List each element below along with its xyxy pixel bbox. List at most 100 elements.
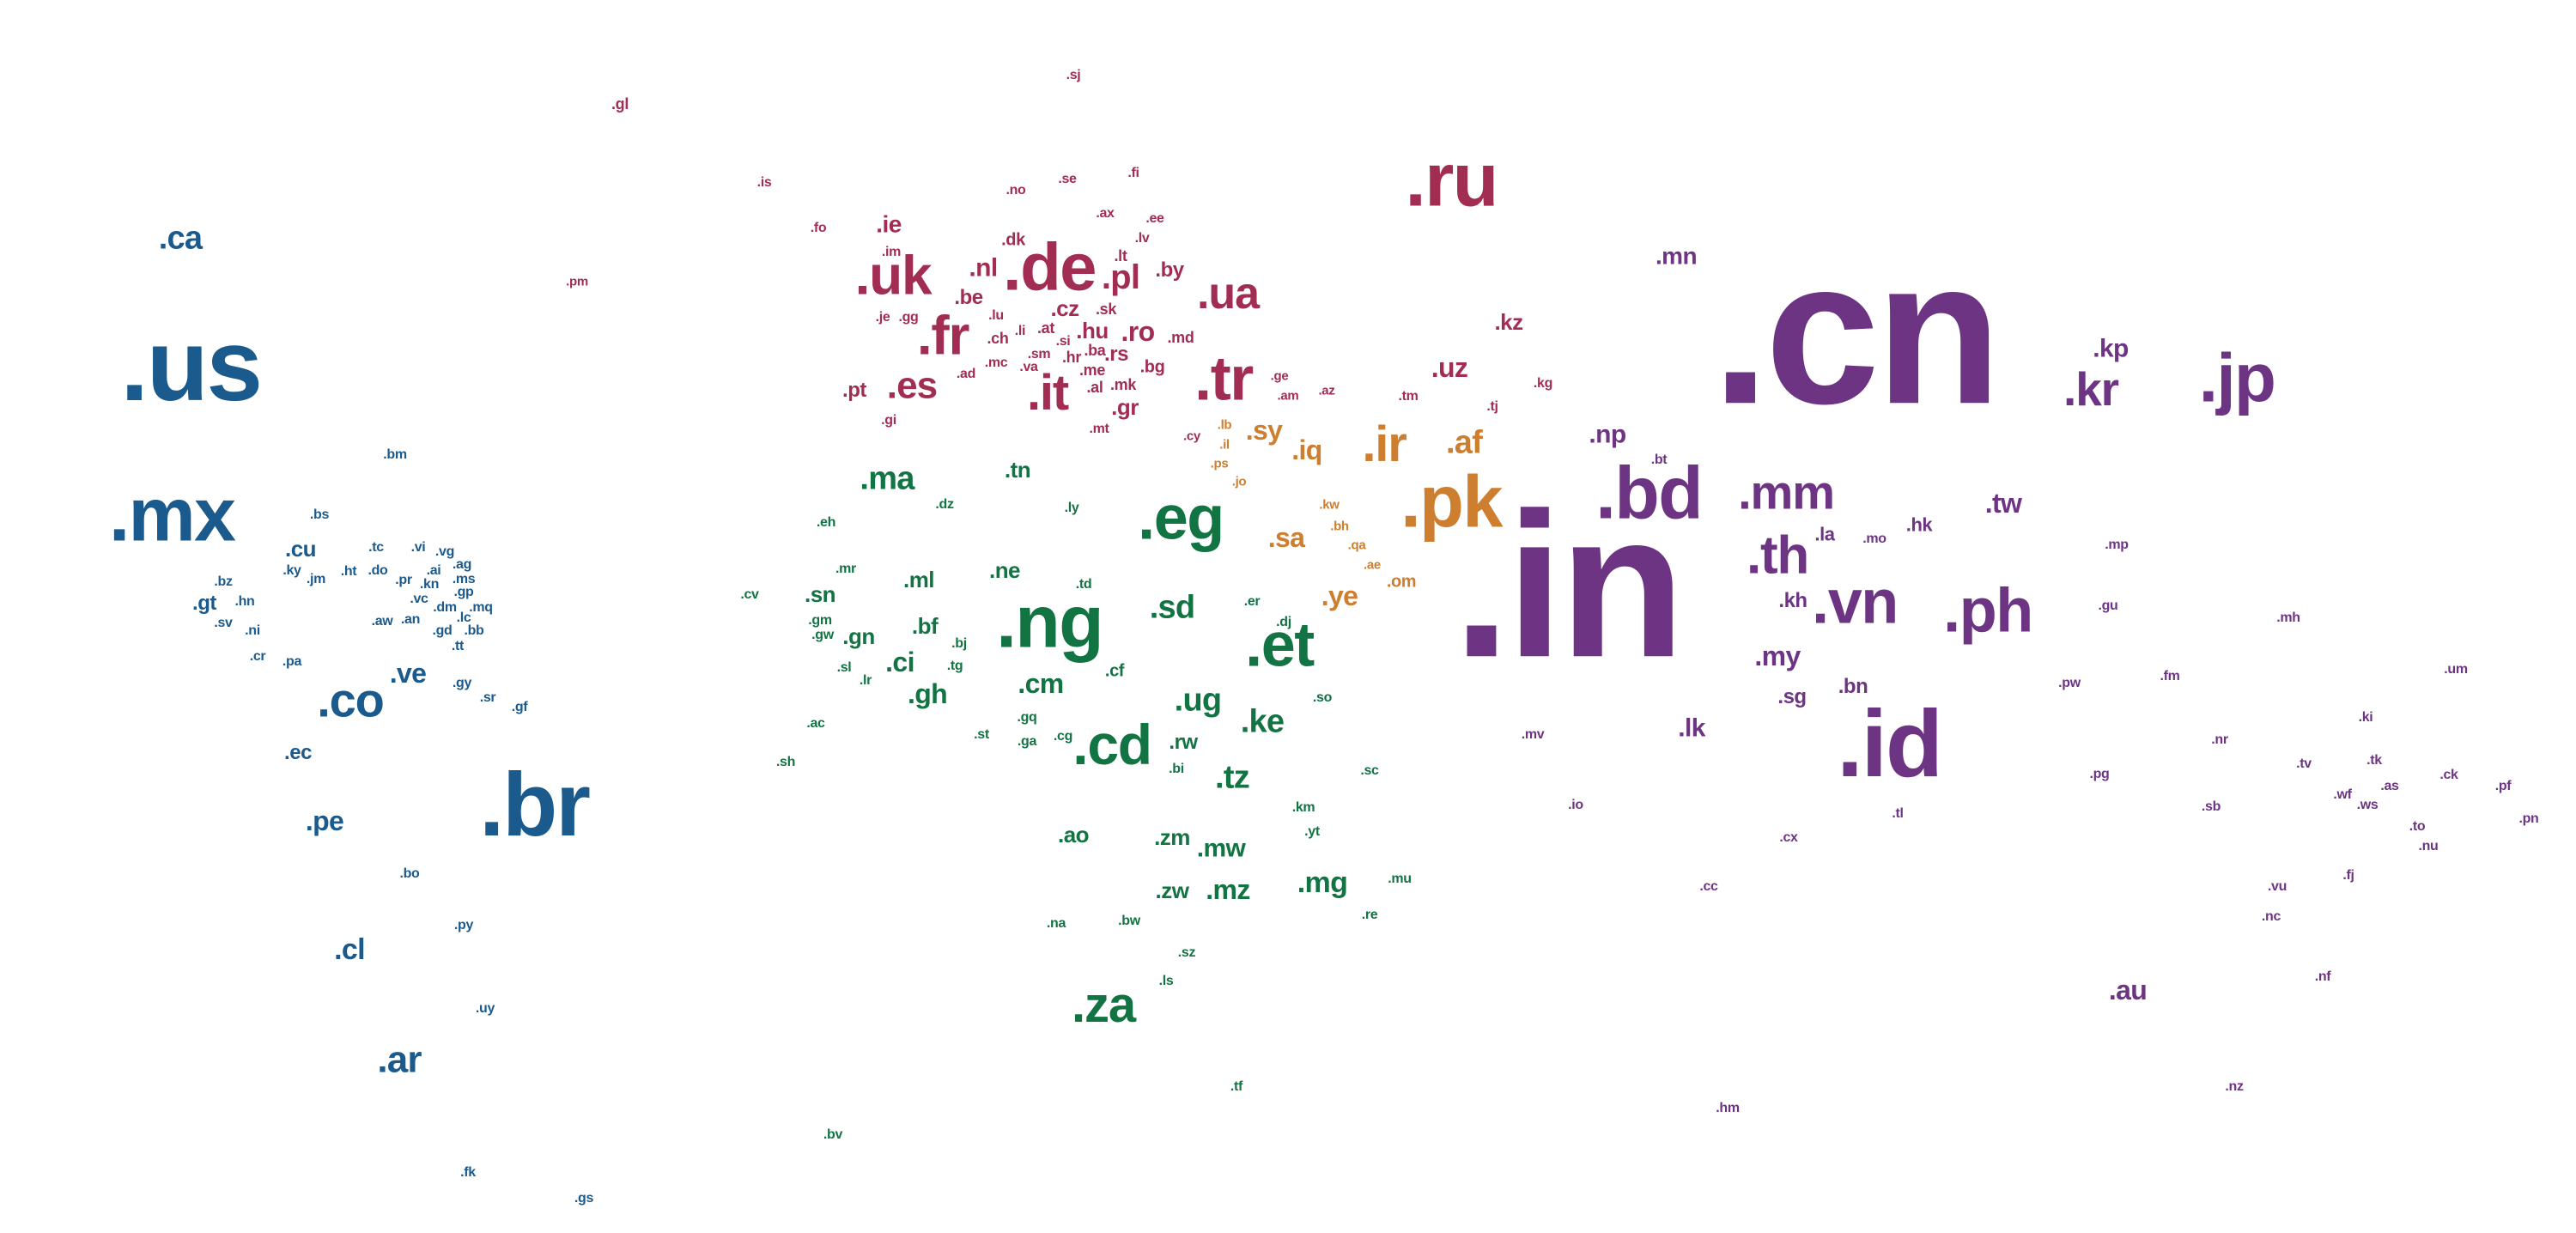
tld-label-ug: .ug xyxy=(1174,682,1222,719)
tld-label-pr: .pr xyxy=(395,573,412,588)
tld-label-gd: .gd xyxy=(432,623,453,639)
tld-label-tl: .tl xyxy=(1892,806,1904,822)
tld-label-la: .la xyxy=(1814,523,1835,545)
tld-label-ni: .ni xyxy=(245,623,260,639)
tld-label-gl: .gl xyxy=(611,94,629,112)
tld-label-cz: .cz xyxy=(1050,295,1079,321)
tld-label-ag: .ag xyxy=(452,557,472,573)
tld-label-ca: .ca xyxy=(158,220,203,257)
tld-label-fj: .fj xyxy=(2342,868,2354,884)
tld-label-mo: .mo xyxy=(1862,531,1886,547)
tld-label-an: .an xyxy=(400,612,421,628)
tld-label-zm: .zm xyxy=(1154,823,1190,850)
tld-label-ba: .ba xyxy=(1084,341,1106,359)
tld-label-ne: .ne xyxy=(988,556,1021,583)
tld-label-yt: .yt xyxy=(1304,824,1320,840)
tld-label-pw: .pw xyxy=(2058,676,2081,691)
tld-label-cf: .cf xyxy=(1104,661,1125,681)
tld-label-re: .re xyxy=(1361,908,1378,923)
tld-label-kh: .kh xyxy=(1778,589,1807,613)
tld-label-pe: .pe xyxy=(305,805,344,837)
tld-label-gt: .gt xyxy=(192,592,216,616)
tld-label-ir: .ir xyxy=(1362,416,1406,473)
tld-label-gs: .gs xyxy=(574,1191,594,1206)
tld-label-st: .st xyxy=(974,727,989,743)
tld-label-km: .km xyxy=(1291,800,1315,816)
tld-label-co: .co xyxy=(317,672,385,727)
tld-label-ac: .ac xyxy=(806,716,825,732)
tld-label-il: .il xyxy=(1219,437,1230,453)
tld-label-hk: .hk xyxy=(1905,513,1933,536)
tld-label-io: .io xyxy=(1568,798,1583,813)
tld-label-ge: .ge xyxy=(1270,368,1289,384)
tld-label-jp: .jp xyxy=(2198,339,2276,416)
tld-label-nl: .nl xyxy=(969,253,998,282)
tld-label-mz: .mz xyxy=(1206,874,1250,906)
tld-label-ae: .ae xyxy=(1364,557,1381,573)
tld-label-tc: .tc xyxy=(368,540,384,556)
tld-label-um: .um xyxy=(2444,662,2468,677)
tld-label-gm: .gm xyxy=(808,613,832,629)
tld-label-bi: .bi xyxy=(1169,762,1184,777)
tld-label-ht: .ht xyxy=(340,564,357,580)
tld-label-al: .al xyxy=(1086,378,1103,396)
tld-label-kp: .kp xyxy=(2093,334,2129,363)
tld-label-ru: .ru xyxy=(1405,137,1498,222)
tld-label-tw: .tw xyxy=(1984,488,2022,519)
tld-label-ch: .ch xyxy=(987,329,1009,347)
tld-label-to: .to xyxy=(2409,819,2426,835)
tld-label-tr: .tr xyxy=(1194,344,1254,414)
tld-label-ps: .ps xyxy=(1210,456,1229,471)
tld-label-mn: .mn xyxy=(1655,242,1698,270)
tld-label-sy: .sy xyxy=(1245,415,1283,446)
tld-label-bf: .bf xyxy=(911,612,939,639)
tld-label-lk: .lk xyxy=(1678,714,1705,743)
tld-label-fo: .fo xyxy=(810,221,827,236)
tld-label-sd: .sd xyxy=(1149,589,1195,626)
tld-label-sr: .sr xyxy=(479,690,496,706)
tld-label-nu: .nu xyxy=(2418,839,2439,854)
tld-label-ms: .ms xyxy=(452,572,476,587)
tld-label-mt: .mt xyxy=(1089,422,1109,437)
tld-label-cm: .cm xyxy=(1018,668,1064,700)
tld-label-sh: .sh xyxy=(775,755,796,770)
tld-label-kg: .kg xyxy=(1533,376,1553,392)
tld-label-cl: .cl xyxy=(334,932,365,966)
tld-label-ar: .ar xyxy=(377,1038,422,1081)
tld-label-ie: .ie xyxy=(876,210,902,238)
tld-label-li: .li xyxy=(1014,324,1026,339)
tld-label-dm: .dm xyxy=(433,600,457,616)
tld-label-th: .th xyxy=(1746,525,1809,586)
tld-label-bn: .bn xyxy=(1838,675,1868,699)
tld-label-cv: .cv xyxy=(740,587,759,603)
tld-label-tg: .tg xyxy=(946,659,963,674)
tld-label-tn: .tn xyxy=(1004,456,1031,483)
tld-label-pn: .pn xyxy=(2518,811,2539,827)
tld-label-gy: .gy xyxy=(452,676,472,691)
tld-label-mx: .mx xyxy=(108,471,236,557)
tld-label-pf: .pf xyxy=(2494,779,2512,794)
tld-label-mp: .mp xyxy=(2105,538,2129,553)
tld-label-iq: .iq xyxy=(1291,434,1322,466)
tld-label-gg: .gg xyxy=(898,310,919,325)
tld-label-np: .np xyxy=(1589,420,1626,449)
tld-label-fr: .fr xyxy=(916,304,969,367)
tld-label-ph: .ph xyxy=(1943,576,2033,646)
tld-label-pk: .pk xyxy=(1400,461,1503,544)
tld-label-td: .td xyxy=(1075,577,1092,592)
tld-label-es: .es xyxy=(886,364,938,407)
tld-label-bw: .bw xyxy=(1118,914,1140,929)
tld-label-aw: .aw xyxy=(371,614,393,629)
tld-label-cg: .cg xyxy=(1053,729,1073,744)
tld-label-uk: .uk xyxy=(854,244,933,307)
tld-label-gh: .gh xyxy=(907,678,948,710)
tld-label-fk: .fk xyxy=(460,1165,476,1181)
tld-label-nr: .nr xyxy=(2211,732,2228,748)
tld-label-eg: .eg xyxy=(1138,483,1224,553)
tld-label-rw: .rw xyxy=(1169,731,1198,755)
tld-label-bv: .bv xyxy=(823,1127,843,1143)
tld-label-me: .me xyxy=(1079,361,1105,379)
tld-label-ua: .ua xyxy=(1196,268,1260,319)
tld-label-cn: .cn xyxy=(1711,216,2002,447)
tld-label-tf: .tf xyxy=(1230,1079,1243,1095)
